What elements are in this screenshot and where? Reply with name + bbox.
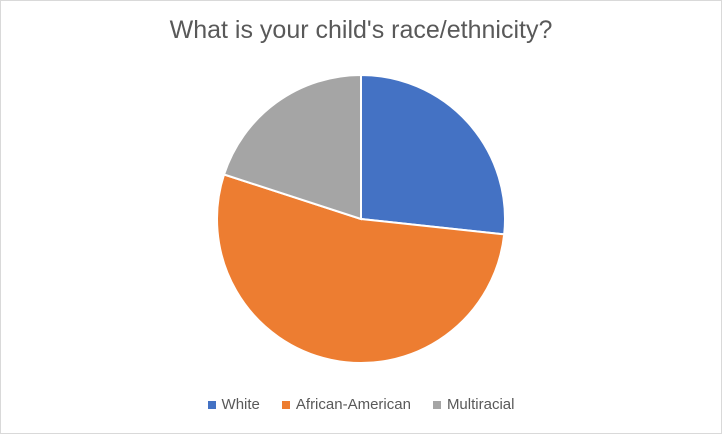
pie-slice-white [360, 73, 506, 236]
pie-slice-african-american [216, 173, 506, 364]
legend-swatch [432, 400, 441, 409]
legend-label: White [221, 396, 260, 413]
chart-title: What is your child's race/ethnicity? [169, 16, 553, 44]
legend-item: White [207, 396, 260, 413]
legend-swatch [281, 400, 290, 409]
pie-slice-multiracial [222, 73, 362, 221]
legend: White African-American Multiracial [0, 396, 722, 413]
legend-item: African-American [281, 396, 411, 413]
legend-label: Multiracial [446, 396, 515, 413]
legend-item: Multiracial [432, 396, 515, 413]
legend-swatch [207, 400, 216, 409]
legend-label: African-American [295, 396, 411, 413]
